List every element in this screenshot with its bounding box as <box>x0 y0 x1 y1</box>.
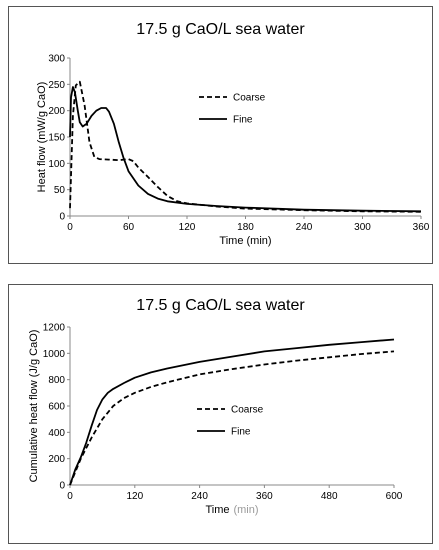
chart-title: 17.5 g CaO/L sea water <box>136 297 305 314</box>
y-axis-label: Cumulative heat flow (J/g CaO) <box>28 330 40 483</box>
x-tick-label: 360 <box>256 491 273 502</box>
x-tick-label: 0 <box>67 222 73 233</box>
x-tick-label: 600 <box>386 491 403 502</box>
y-tick-label: 1000 <box>43 349 66 360</box>
y-tick-label: 0 <box>59 212 65 223</box>
series-line-coarse <box>69 80 422 213</box>
x-tick-label: 120 <box>126 491 143 502</box>
x-tick-label: 120 <box>179 222 196 233</box>
chart-heat-flow: 0 50 100 150 200 250 300 0 60 120 180 240 300 360 Time… <box>36 54 430 248</box>
x-axis-label: Time (min) <box>205 504 258 516</box>
y-tick-label: 300 <box>48 54 65 65</box>
y-tick-label: 250 <box>48 80 65 91</box>
x-tick-label: 240 <box>296 222 313 233</box>
chart-cumulative-heat-flow: 0 200 400 600 800 1000 1200 0 120 240 360 480 600 Tim… <box>28 323 403 517</box>
x-tick-label: 0 <box>67 491 73 502</box>
series-line-coarse <box>69 350 395 486</box>
y-tick-label: 200 <box>48 454 65 465</box>
legend-label-coarse: Coarse <box>231 405 264 416</box>
x-tick-label: 360 <box>413 222 430 233</box>
x-tick-label: 60 <box>123 222 135 233</box>
y-axis-label: Heat flow (mW/g CaO) <box>36 82 48 193</box>
legend-label-fine: Fine <box>233 115 253 126</box>
y-tick-label: 200 <box>48 106 65 117</box>
x-tick-label: 480 <box>321 491 338 502</box>
series-line-fine <box>69 338 395 486</box>
x-tick-label: 180 <box>237 222 254 233</box>
y-tick-label: 150 <box>48 133 65 144</box>
y-tick-label: 600 <box>48 402 65 413</box>
x-tick-label: 300 <box>354 222 371 233</box>
y-tick-label: 800 <box>48 375 65 386</box>
x-axis-label-unit: (min) <box>233 504 258 516</box>
y-tick-label: 0 <box>59 481 65 492</box>
x-axis-label: Time (min) <box>219 235 271 247</box>
y-tick-label: 100 <box>48 159 65 170</box>
x-axis-label-main: Time <box>205 504 229 516</box>
chart-panel-cumulative-heat-flow: 17.5 g CaO/L sea water 0 200 400 600 800 1000… <box>8 284 433 544</box>
y-tick-label: 400 <box>48 428 65 439</box>
series-line-fine <box>69 86 422 213</box>
legend-label-fine: Fine <box>231 427 251 438</box>
chart-panel-heat-flow: 17.5 g CaO/L sea water 0 50 100 150 200 250 30… <box>8 6 433 264</box>
x-tick-label: 240 <box>191 491 208 502</box>
y-tick-label: 1200 <box>43 323 66 334</box>
legend-label-coarse: Coarse <box>233 93 266 104</box>
y-tick-label: 50 <box>54 185 66 196</box>
chart-title: 17.5 g CaO/L sea water <box>136 21 305 38</box>
